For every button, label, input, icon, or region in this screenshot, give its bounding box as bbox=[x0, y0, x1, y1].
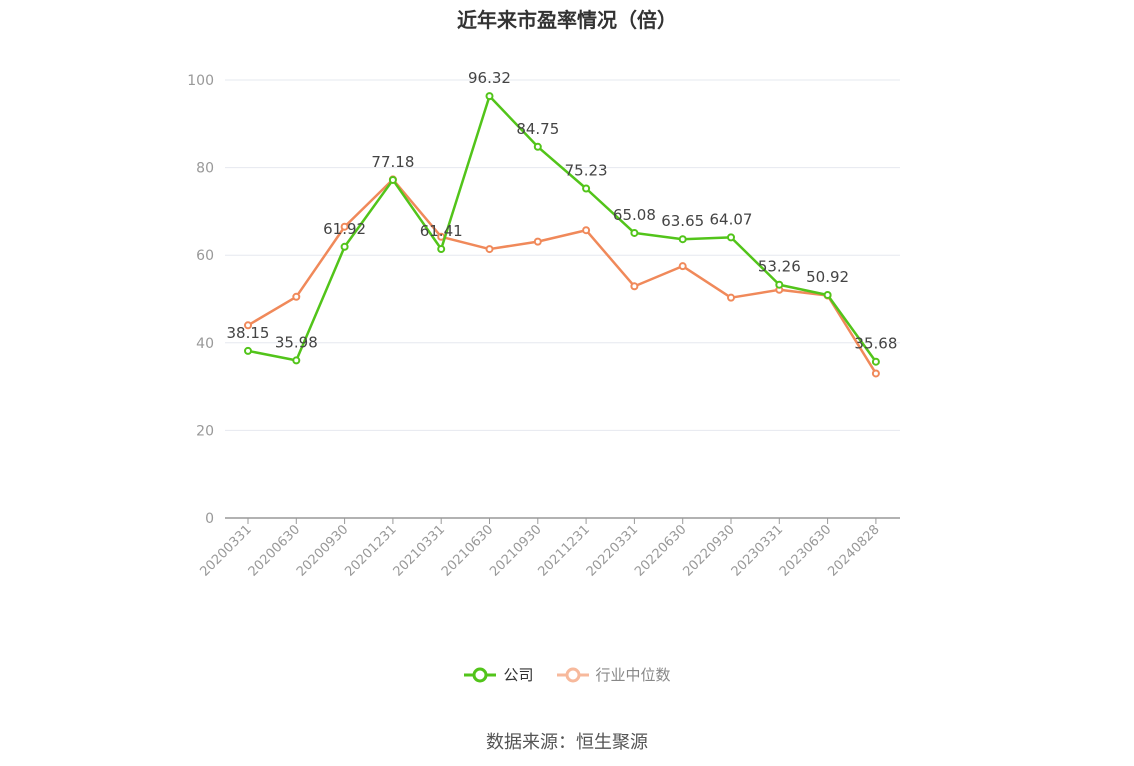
x-tick-label: 20210630 bbox=[439, 522, 496, 579]
data-label-company: 75.23 bbox=[565, 161, 608, 179]
data-label-company: 65.08 bbox=[613, 206, 656, 224]
y-tick-label: 0 bbox=[205, 511, 214, 527]
y-tick-label: 100 bbox=[187, 73, 214, 89]
data-point-industry bbox=[533, 237, 542, 246]
data-source-note: 数据来源：恒生聚源 bbox=[486, 732, 648, 753]
legend-industry-label: 行业中位数 bbox=[595, 666, 671, 684]
data-label-company: 61.92 bbox=[323, 220, 366, 238]
data-point-industry bbox=[678, 262, 687, 271]
data-point-industry bbox=[727, 293, 735, 302]
data-point-industry bbox=[630, 282, 639, 291]
data-label-company: 53.26 bbox=[758, 258, 801, 276]
x-tick-label: 20200630 bbox=[246, 522, 303, 579]
data-point-company bbox=[437, 245, 446, 254]
y-tick-label: 60 bbox=[196, 248, 214, 264]
x-tick-label: 20210930 bbox=[487, 522, 544, 579]
legend-item-company[interactable]: 公司 bbox=[463, 664, 534, 685]
data-label-company: 63.65 bbox=[661, 212, 704, 230]
data-label-company: 61.41 bbox=[420, 222, 463, 240]
chart-legend: 公司 行业中位数 bbox=[0, 664, 1134, 685]
data-point-company bbox=[533, 142, 542, 151]
data-label-company: 77.18 bbox=[371, 153, 414, 171]
data-point-company bbox=[630, 228, 639, 237]
x-tick-label: 20220630 bbox=[632, 522, 689, 579]
x-tick-label: 20230331 bbox=[729, 522, 786, 579]
legend-company-line-icon bbox=[464, 667, 497, 682]
data-point-company bbox=[244, 346, 252, 355]
data-point-company bbox=[485, 92, 494, 101]
x-tick-label: 20220331 bbox=[584, 522, 641, 579]
legend-item-industry[interactable]: 行业中位数 bbox=[556, 664, 671, 685]
data-label-company: 50.92 bbox=[806, 268, 849, 286]
data-point-industry bbox=[292, 292, 301, 301]
chart-title: 近年来市盈率情况（倍） bbox=[457, 8, 677, 32]
data-label-company: 35.98 bbox=[275, 333, 318, 351]
data-point-industry bbox=[485, 245, 494, 254]
y-tick-label: 40 bbox=[196, 336, 214, 352]
x-tick-label: 20240828 bbox=[825, 522, 882, 579]
data-point-industry bbox=[582, 226, 591, 235]
data-point-company bbox=[340, 242, 349, 251]
data-label-company: 84.75 bbox=[516, 120, 559, 138]
data-label-company: 96.32 bbox=[468, 69, 511, 87]
data-point-company bbox=[678, 235, 687, 244]
x-tick-label: 20200930 bbox=[294, 522, 351, 579]
x-tick-label: 20201231 bbox=[342, 522, 399, 579]
data-point-company bbox=[292, 356, 301, 365]
x-tick-label: 20210331 bbox=[391, 522, 448, 579]
data-point-company bbox=[823, 290, 832, 299]
x-tick-label: 20200331 bbox=[197, 522, 254, 579]
data-point-industry bbox=[871, 369, 880, 378]
data-point-company bbox=[775, 280, 784, 289]
x-tick-label: 20230630 bbox=[777, 522, 834, 579]
data-point-industry bbox=[340, 222, 349, 231]
y-tick-label: 80 bbox=[196, 161, 214, 177]
series-line-company bbox=[247, 94, 877, 363]
data-label-company: 35.68 bbox=[854, 335, 897, 353]
data-point-company bbox=[871, 357, 880, 366]
data-label-company: 64.07 bbox=[710, 210, 753, 228]
legend-company-label: 公司 bbox=[503, 666, 534, 684]
data-label-company: 38.15 bbox=[227, 324, 270, 342]
x-tick-label: 20220930 bbox=[680, 522, 737, 579]
data-point-company bbox=[582, 184, 591, 193]
series-line-industry bbox=[247, 178, 877, 375]
data-point-industry bbox=[244, 321, 252, 330]
legend-industry-line-icon bbox=[556, 667, 589, 682]
data-point-company bbox=[388, 175, 397, 184]
y-tick-label: 20 bbox=[196, 423, 214, 439]
data-point-company bbox=[727, 233, 735, 242]
x-tick-label: 20211231 bbox=[536, 522, 593, 579]
